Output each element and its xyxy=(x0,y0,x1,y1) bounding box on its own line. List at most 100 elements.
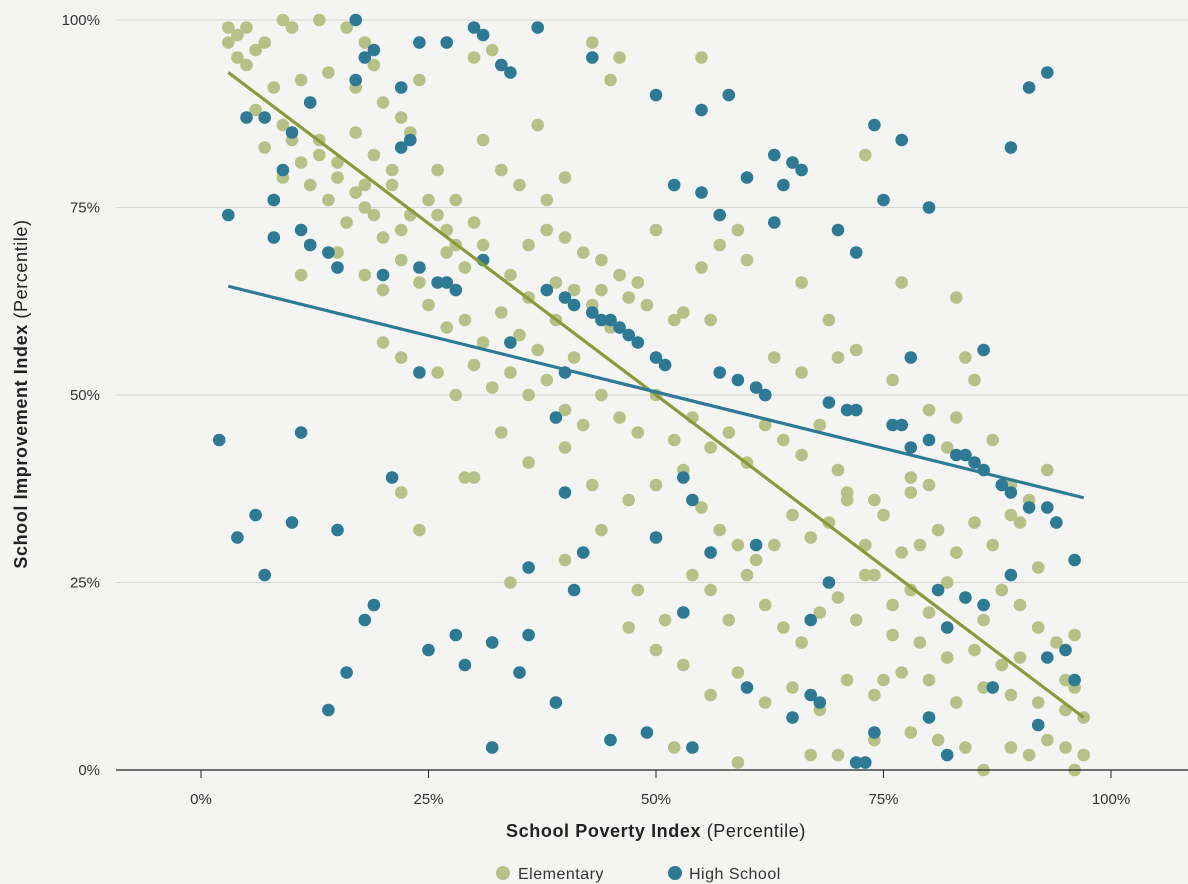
point-elementary xyxy=(467,51,481,64)
point-elementary xyxy=(1031,621,1045,634)
point-high-school xyxy=(649,531,663,544)
trend-lines xyxy=(227,71,1085,719)
point-elementary xyxy=(804,748,817,762)
point-elementary xyxy=(695,261,708,274)
point-high-school xyxy=(476,28,490,42)
point-elementary xyxy=(877,673,890,687)
point-elementary xyxy=(567,351,581,364)
point-elementary xyxy=(558,553,572,567)
point-elementary xyxy=(522,456,535,469)
point-elementary xyxy=(558,231,572,244)
y-tick-label: 50% xyxy=(70,387,100,404)
point-elementary xyxy=(849,613,863,627)
trendline-elementary xyxy=(227,71,1085,719)
trendline-high-school xyxy=(227,284,1085,500)
point-elementary xyxy=(340,216,353,229)
point-elementary xyxy=(768,538,781,552)
point-high-school xyxy=(258,568,272,582)
point-elementary xyxy=(604,73,617,87)
point-elementary xyxy=(349,126,363,139)
point-elementary xyxy=(1068,628,1081,642)
point-elementary xyxy=(1004,741,1018,754)
point-elementary xyxy=(886,628,899,642)
point-elementary xyxy=(667,313,681,327)
point-elementary xyxy=(813,606,827,619)
point-elementary xyxy=(558,441,572,454)
point-high-school xyxy=(485,636,499,649)
point-elementary xyxy=(485,43,499,57)
point-high-school xyxy=(886,418,899,432)
point-high-school xyxy=(859,756,872,769)
point-high-school xyxy=(831,223,845,237)
point-elementary xyxy=(868,493,881,507)
point-elementary xyxy=(276,13,290,27)
y-tick-label: 25% xyxy=(70,575,100,592)
point-elementary xyxy=(868,688,881,702)
point-high-school xyxy=(1041,651,1054,664)
point-elementary xyxy=(1013,651,1027,664)
point-elementary xyxy=(795,636,808,649)
point-elementary xyxy=(1059,741,1072,754)
point-high-school xyxy=(358,613,372,627)
point-elementary xyxy=(303,178,317,192)
point-elementary xyxy=(950,696,963,709)
point-high-school xyxy=(449,283,463,297)
point-elementary xyxy=(294,73,308,87)
point-high-school xyxy=(267,193,281,207)
point-elementary xyxy=(995,658,1009,672)
point-high-school xyxy=(285,516,299,529)
point-elementary xyxy=(613,268,626,282)
point-high-school xyxy=(558,486,572,499)
point-high-school xyxy=(613,321,626,334)
point-elementary xyxy=(786,508,799,522)
legend-label-high-school: High School xyxy=(689,866,781,883)
point-elementary xyxy=(358,201,372,214)
point-elementary xyxy=(704,583,717,597)
y-tick-label: 100% xyxy=(62,12,100,29)
point-high-school xyxy=(1068,673,1081,687)
point-elementary xyxy=(595,253,608,267)
point-high-school xyxy=(922,201,936,214)
point-elementary xyxy=(740,568,754,582)
point-elementary xyxy=(895,276,908,289)
point-elementary xyxy=(922,673,936,687)
point-elementary xyxy=(558,403,572,417)
point-elementary xyxy=(913,636,927,649)
point-elementary xyxy=(831,351,845,364)
point-elementary xyxy=(713,238,726,252)
axes: 0% 25% 50% 75% 100% 0% 25% 50% 75% 100% xyxy=(62,12,1188,808)
point-elementary xyxy=(849,343,863,357)
point-elementary xyxy=(1004,688,1018,702)
point-high-school xyxy=(813,696,827,709)
point-elementary xyxy=(540,373,554,387)
point-elementary xyxy=(1022,748,1036,762)
point-elementary xyxy=(840,673,854,687)
point-high-school xyxy=(495,58,508,72)
point-elementary xyxy=(677,306,690,319)
point-high-school xyxy=(722,88,736,102)
point-high-school xyxy=(940,621,954,634)
point-elementary xyxy=(704,688,717,702)
point-high-school xyxy=(1022,81,1036,94)
point-high-school xyxy=(558,291,572,304)
point-high-school xyxy=(904,351,918,364)
point-elementary xyxy=(595,283,608,297)
point-high-school xyxy=(695,103,708,117)
x-tick-label: 0% xyxy=(190,791,212,808)
point-high-school xyxy=(695,186,708,199)
point-high-school xyxy=(540,283,554,297)
point-elementary xyxy=(358,36,372,49)
point-elementary xyxy=(1031,696,1045,709)
point-elementary xyxy=(777,433,790,447)
point-elementary xyxy=(950,411,963,424)
point-high-school xyxy=(713,208,726,222)
point-high-school xyxy=(677,606,690,619)
point-elementary xyxy=(631,583,645,597)
point-high-school xyxy=(394,141,408,154)
point-elementary xyxy=(276,118,290,132)
point-elementary xyxy=(376,96,390,109)
point-high-school xyxy=(467,21,481,34)
point-high-school xyxy=(940,748,954,762)
point-elementary xyxy=(913,538,927,552)
point-elementary xyxy=(886,598,899,612)
